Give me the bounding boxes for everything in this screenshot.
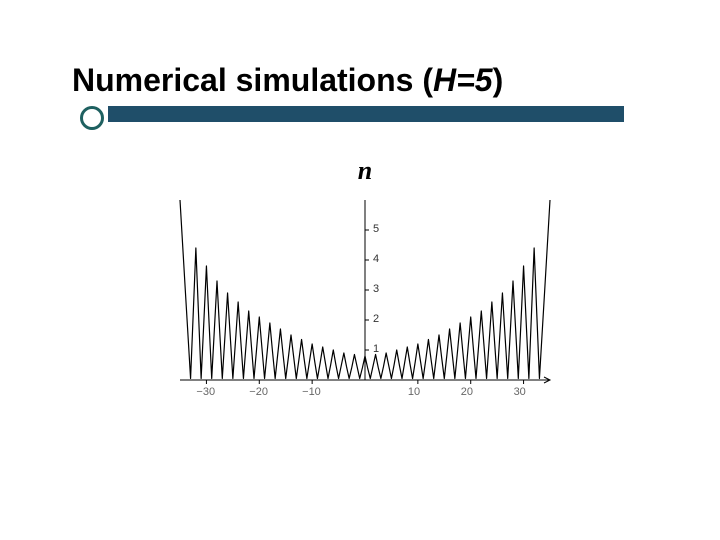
title-variable: H=5	[433, 62, 493, 98]
chart-container: n 12345−30−20−10102030	[170, 160, 560, 410]
title-prefix: Numerical simulations (	[72, 62, 433, 98]
chart-symbol-label: n	[358, 156, 372, 186]
x-tick-label: 30	[514, 386, 526, 398]
y-tick-label: 2	[373, 313, 379, 325]
y-tick-label: 4	[373, 253, 379, 265]
x-tick-label: 10	[408, 386, 420, 398]
slide: Numerical simulations (H=5) n 1 2 3 4 5 −30 −2…	[0, 0, 720, 540]
x-tick-label: −10	[302, 386, 321, 398]
x-tick-label: 20	[461, 386, 473, 398]
title-suffix: )	[493, 62, 504, 98]
x-tick-label: −20	[249, 386, 268, 398]
bullet-icon	[80, 106, 104, 130]
y-tick-label: 1	[373, 343, 379, 355]
y-tick-label: 5	[373, 223, 379, 235]
slide-title: Numerical simulations (H=5)	[72, 62, 503, 99]
title-underline	[108, 106, 624, 122]
x-tick-label: −30	[196, 386, 215, 398]
chart-svg	[170, 160, 560, 410]
y-tick-label: 3	[373, 283, 379, 295]
